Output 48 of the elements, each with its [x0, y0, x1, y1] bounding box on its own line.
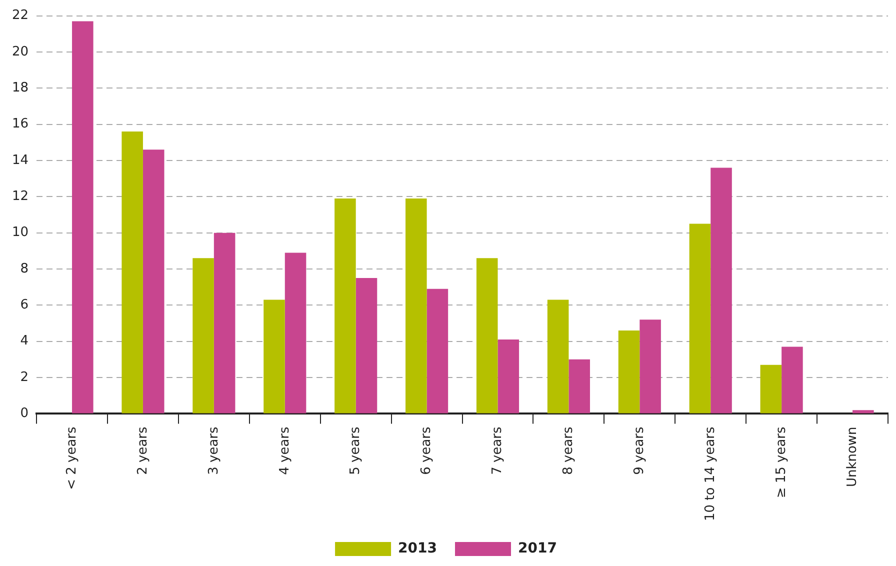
- bar: [710, 168, 732, 414]
- x-tick-label: 8 years: [561, 426, 576, 475]
- bar: [640, 320, 661, 414]
- y-tick-label: 4: [20, 334, 29, 349]
- bar: [476, 258, 498, 414]
- bar: [618, 330, 640, 414]
- x-tick-label: 10 to 14 years: [702, 426, 718, 522]
- x-tick-label: 7 years: [490, 426, 506, 475]
- y-tick-label: 14: [12, 152, 29, 168]
- bar: [568, 359, 590, 414]
- x-tick-label: < 2 years: [64, 426, 80, 490]
- bar: [498, 340, 520, 414]
- bar: [782, 346, 803, 414]
- bar: [689, 224, 711, 414]
- x-tick-label: ≥ 15 years: [774, 426, 789, 498]
- bar: [356, 278, 378, 414]
- bar: [852, 410, 874, 414]
- x-tick-label: 2 years: [135, 426, 150, 475]
- y-tick-label: 22: [12, 8, 29, 24]
- y-tick-label: 2: [20, 370, 29, 385]
- y-tick-label: 10: [12, 225, 29, 240]
- bar: [334, 198, 356, 414]
- bar: [426, 288, 448, 414]
- bar: [760, 364, 782, 414]
- bar: [264, 300, 285, 414]
- y-tick-label: 8: [20, 261, 29, 276]
- legend-label: 2013: [398, 540, 438, 557]
- bar: [192, 258, 214, 414]
- x-tick-label: Unknown: [844, 426, 860, 488]
- bar: [142, 150, 164, 414]
- y-tick-label: 18: [12, 80, 29, 96]
- bar: [122, 132, 143, 414]
- bar: [547, 300, 569, 414]
- x-tick-label: 5 years: [348, 426, 364, 475]
- y-tick-label: 20: [12, 44, 29, 60]
- y-tick-label: 16: [12, 116, 29, 132]
- legend-label: 2017: [518, 540, 557, 557]
- x-tick-label: 9 years: [632, 426, 648, 475]
- x-tick-label: 4 years: [277, 426, 292, 475]
- y-tick-label: 0: [20, 406, 29, 422]
- y-tick-label: 6: [20, 298, 29, 313]
- bar: [72, 21, 94, 414]
- x-tick-label: 6 years: [419, 426, 434, 475]
- x-tick-label: 3 years: [206, 426, 222, 475]
- y-tick-label: 12: [12, 189, 29, 204]
- bar: [214, 232, 236, 414]
- bar: [406, 198, 427, 414]
- bar: [284, 252, 306, 414]
